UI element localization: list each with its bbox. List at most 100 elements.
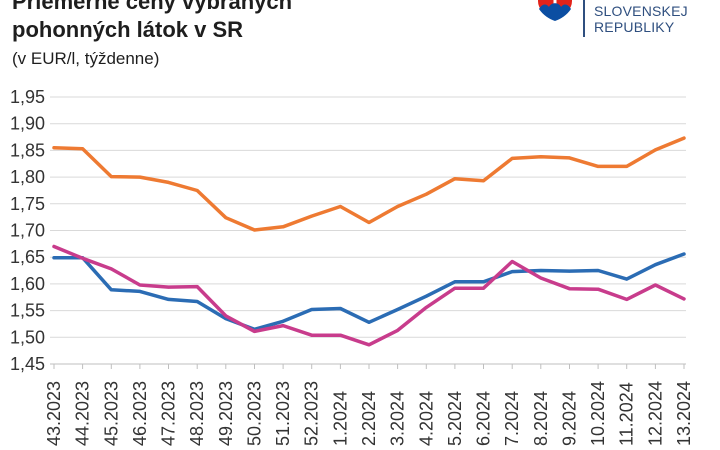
x-tick-label: 45.2023 bbox=[101, 381, 121, 446]
data-point bbox=[167, 180, 170, 184]
data-point bbox=[424, 305, 428, 309]
data-point bbox=[653, 263, 657, 267]
data-point bbox=[539, 269, 543, 272]
data-point bbox=[310, 308, 314, 311]
x-tick-label: 7.2024 bbox=[502, 391, 522, 446]
series-layer bbox=[52, 136, 686, 347]
logo-separator bbox=[583, 0, 585, 37]
data-point bbox=[109, 288, 113, 292]
data-point bbox=[195, 300, 199, 303]
data-point bbox=[453, 177, 457, 181]
data-point bbox=[682, 297, 686, 301]
data-point bbox=[310, 333, 314, 337]
data-point bbox=[424, 294, 428, 298]
y-tick-label: 1,85 bbox=[10, 140, 45, 160]
y-tick-label: 1,95 bbox=[10, 87, 45, 107]
x-tick-label: 3.2024 bbox=[388, 391, 408, 446]
data-point bbox=[81, 147, 85, 151]
data-point bbox=[138, 283, 142, 287]
data-point bbox=[224, 216, 228, 220]
series-3 bbox=[52, 244, 686, 347]
x-tick-label: 51.2023 bbox=[273, 381, 293, 446]
data-point bbox=[367, 320, 371, 324]
x-tick-label: 4.2024 bbox=[416, 391, 436, 446]
y-tick-label: 1,75 bbox=[10, 194, 45, 214]
x-tick-label: 2.2024 bbox=[359, 391, 379, 446]
data-point bbox=[167, 285, 170, 289]
data-point bbox=[81, 256, 85, 260]
data-point bbox=[625, 277, 629, 281]
data-point bbox=[482, 280, 485, 284]
data-point bbox=[453, 280, 457, 284]
data-point bbox=[653, 148, 657, 152]
data-point bbox=[682, 136, 686, 140]
y-tick-label: 1,70 bbox=[10, 221, 45, 241]
data-point bbox=[367, 343, 371, 347]
x-tick-label: 49.2023 bbox=[216, 381, 236, 446]
data-point bbox=[625, 164, 629, 168]
data-point bbox=[453, 286, 457, 290]
gridlines bbox=[50, 96, 686, 338]
data-point bbox=[195, 189, 199, 192]
data-point bbox=[138, 289, 142, 293]
data-point bbox=[253, 228, 256, 232]
data-point bbox=[510, 270, 514, 274]
slovak-coat-of-arms-icon bbox=[536, 0, 574, 22]
shield-hills bbox=[539, 3, 571, 21]
y-tick-label: 1,50 bbox=[10, 327, 45, 347]
logo-text: SLOVENSKEJ REPUBLIKY bbox=[594, 3, 688, 35]
data-point bbox=[338, 205, 342, 208]
data-point bbox=[482, 179, 485, 183]
data-point bbox=[396, 205, 400, 208]
data-point bbox=[396, 328, 400, 332]
data-point bbox=[310, 214, 314, 218]
data-point bbox=[224, 314, 228, 318]
data-point bbox=[682, 252, 686, 256]
x-tick-label: 43.2023 bbox=[44, 381, 64, 446]
x-tick-label: 1.2024 bbox=[330, 391, 350, 446]
data-point bbox=[510, 260, 514, 263]
data-point bbox=[625, 297, 629, 301]
data-point bbox=[52, 146, 56, 150]
series-line-2 bbox=[52, 252, 686, 332]
x-tick-label: 46.2023 bbox=[130, 381, 150, 446]
data-point bbox=[281, 319, 285, 323]
x-tick-label: 10.2024 bbox=[588, 381, 608, 446]
data-point bbox=[138, 175, 142, 179]
data-point bbox=[396, 308, 400, 311]
data-point bbox=[253, 329, 256, 333]
data-point bbox=[281, 225, 285, 229]
x-tick-label: 12.2024 bbox=[645, 381, 665, 446]
x-tick-label: 8.2024 bbox=[531, 391, 551, 446]
data-point bbox=[424, 192, 428, 196]
data-point bbox=[510, 156, 514, 160]
data-point bbox=[596, 269, 600, 272]
data-point bbox=[338, 333, 342, 337]
data-point bbox=[539, 155, 543, 159]
y-tick-label: 1,55 bbox=[10, 301, 45, 321]
data-point bbox=[539, 276, 543, 280]
logo-text-line: REPUBLIKY bbox=[594, 19, 675, 35]
x-tick-label: 13.2024 bbox=[674, 381, 694, 446]
x-tick-label: 48.2023 bbox=[187, 381, 207, 446]
data-point bbox=[482, 286, 485, 290]
x-tick-label: 44.2023 bbox=[73, 381, 93, 446]
y-tick-label: 1,65 bbox=[10, 247, 45, 267]
x-tick-label: 52.2023 bbox=[302, 381, 322, 446]
x-tick-label: 47.2023 bbox=[159, 381, 179, 446]
x-tick-label: 6.2024 bbox=[474, 391, 494, 446]
x-tick-label: 50.2023 bbox=[245, 381, 265, 446]
y-tick-label: 1,60 bbox=[10, 274, 45, 294]
x-tick-label: 9.2024 bbox=[560, 391, 580, 446]
data-point bbox=[167, 297, 170, 301]
data-point bbox=[338, 307, 342, 310]
x-tick-label: 11.2024 bbox=[617, 382, 637, 446]
data-point bbox=[52, 245, 56, 248]
y-tick-label: 1,80 bbox=[10, 167, 45, 187]
data-point bbox=[568, 269, 571, 273]
data-point bbox=[653, 283, 657, 287]
series-line-3 bbox=[52, 244, 686, 347]
y-axis: 1,95 1,90 1,85 1,80 1,75 1,70 1,65 1,60 1,55 1,50… bbox=[10, 87, 45, 374]
data-point bbox=[195, 285, 199, 289]
data-point bbox=[109, 175, 113, 179]
